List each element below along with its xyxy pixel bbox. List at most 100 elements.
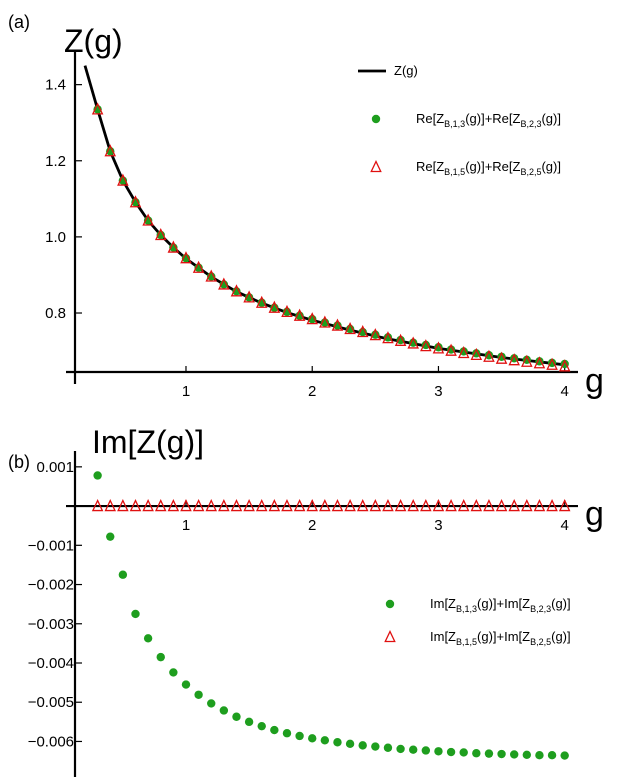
data-point (383, 333, 393, 342)
data-point (255, 499, 268, 512)
x-tick-label: 1 (182, 383, 190, 400)
data-point (268, 499, 281, 512)
data-point (420, 339, 432, 352)
data-point (295, 731, 304, 741)
data-point (383, 743, 393, 752)
data-point (194, 690, 203, 699)
data-point (344, 321, 356, 335)
data-point (308, 734, 317, 743)
data-point (394, 499, 407, 512)
y-tick-label: 0.001 (36, 459, 74, 476)
data-point (167, 240, 180, 253)
data-point (143, 634, 153, 643)
data-point (394, 333, 407, 346)
data-point (508, 353, 520, 366)
y-tick-label: −0.006 (28, 733, 74, 750)
data-point (495, 351, 508, 364)
data-point (169, 668, 178, 677)
x-tick-label: 2 (308, 383, 316, 400)
data-point (207, 699, 216, 708)
data-point (154, 499, 167, 512)
data-point (118, 570, 128, 579)
x-tick-label: 3 (434, 517, 442, 534)
data-point (154, 227, 167, 241)
legend-label: Im[ZB,1,3(g)]+Im[ZB,2,3(g)] (430, 596, 571, 614)
data-point (421, 746, 431, 755)
data-point (483, 499, 495, 512)
data-point (356, 325, 369, 338)
data-point (432, 341, 445, 354)
data-point (93, 471, 102, 480)
data-point (459, 748, 468, 757)
legend-label: Re[ZB,1,5(g)]+Re[ZB,2,5(g)] (416, 159, 561, 177)
data-point (205, 269, 218, 282)
data-point (257, 721, 266, 731)
data-point (232, 712, 241, 721)
y-tick-label: −0.002 (28, 577, 74, 594)
data-point (446, 747, 456, 757)
data-point (91, 499, 104, 512)
data-point (270, 725, 279, 735)
y-tick-label: −0.003 (28, 616, 74, 633)
y-tick-label: 0.8 (45, 305, 66, 322)
data-point (533, 499, 546, 512)
x-tick-label: 4 (561, 517, 569, 534)
panel-label: (a) (8, 12, 30, 32)
data-point (218, 277, 230, 290)
data-point (319, 315, 331, 328)
data-point (484, 749, 494, 758)
data-point (192, 260, 205, 273)
data-point (281, 499, 293, 512)
data-point (117, 499, 129, 512)
legend-swatch (371, 114, 381, 124)
y-tick-label: −0.004 (28, 655, 74, 672)
data-point (356, 499, 369, 512)
x-axis-label: g (585, 495, 604, 533)
data-point (497, 749, 506, 759)
data-point (421, 340, 431, 350)
data-point (382, 331, 394, 344)
data-point (470, 347, 483, 361)
data-point (129, 499, 142, 512)
data-point (156, 652, 165, 662)
y-tick-label: −0.005 (28, 694, 74, 711)
data-point (331, 318, 344, 331)
legend-swatch (370, 159, 382, 173)
data-point (205, 499, 218, 512)
data-point (281, 304, 293, 318)
data-point (131, 609, 140, 619)
data-point (445, 499, 457, 512)
x-tick-label: 4 (561, 383, 569, 400)
data-point (495, 499, 508, 512)
data-point (243, 499, 255, 512)
data-point (472, 349, 481, 358)
data-point (484, 351, 494, 360)
data-point (369, 328, 382, 341)
data-point (407, 499, 419, 512)
data-point (219, 706, 229, 715)
data-point (344, 499, 356, 512)
legend-label: Re[ZB,1,3(g)]+Re[ZB,2,3(g)] (416, 111, 561, 129)
data-point (396, 744, 405, 754)
data-point (535, 750, 544, 760)
data-point (306, 312, 318, 325)
data-point (457, 345, 470, 359)
data-point (142, 213, 154, 226)
data-point (432, 499, 445, 512)
data-point (218, 499, 230, 512)
data-point (243, 290, 255, 303)
data-point (293, 308, 306, 321)
data-point (230, 499, 243, 512)
data-point (104, 499, 117, 512)
data-point (244, 717, 254, 727)
data-point (129, 195, 142, 208)
data-point (180, 499, 192, 512)
data-point (320, 736, 330, 745)
y-axis-label: Im[Z(g)] (92, 424, 204, 460)
data-point (319, 499, 331, 512)
data-point (509, 750, 519, 759)
data-point (459, 347, 468, 356)
data-point (470, 499, 483, 512)
data-point (293, 499, 306, 512)
